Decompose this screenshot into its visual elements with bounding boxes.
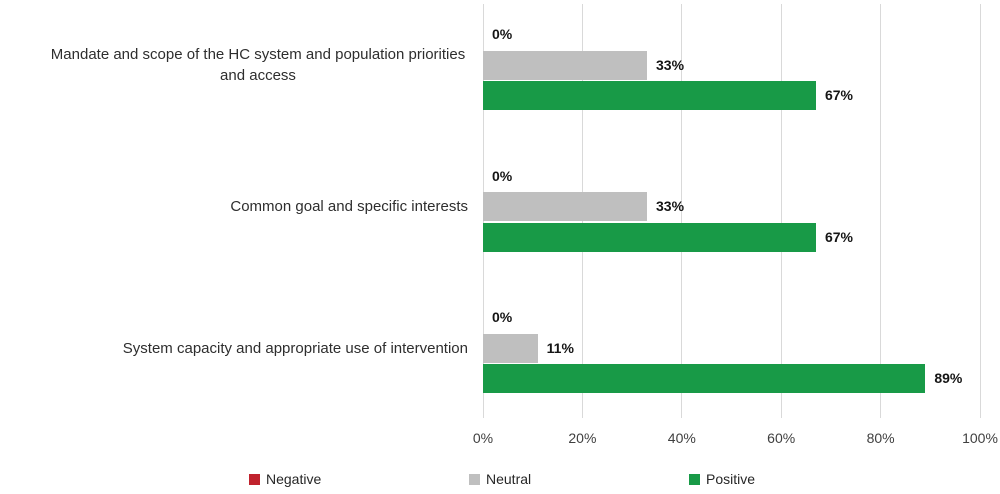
legend-item-neutral: Neutral (469, 470, 531, 488)
gridline (880, 4, 882, 418)
legend-label: Positive (706, 471, 756, 487)
x-axis-tick-label: 0% (472, 430, 494, 446)
bar-positive (483, 222, 816, 252)
data-label-negative: 0% (492, 26, 513, 42)
category-label-text: Mandate and scope of the HC system and p… (50, 46, 466, 84)
x-axis-tick-label: 40% (667, 430, 696, 446)
category-label-text: Common goal and specific interests (230, 198, 468, 215)
x-axis-tick-label: 80% (866, 430, 895, 446)
bar-neutral (483, 192, 647, 221)
x-axis-tick-label: 20% (568, 430, 597, 446)
data-label-negative: 0% (492, 167, 513, 184)
category-label: System capacity and appropriate use of i… (0, 298, 468, 398)
data-label-neutral: 11% (546, 339, 574, 356)
bar-positive (483, 364, 926, 393)
data-label-positive: 67% (824, 87, 854, 103)
gridline (780, 4, 782, 418)
x-axis-tick-label: 100% (962, 430, 998, 446)
bar-neutral (483, 333, 538, 363)
bar-neutral (483, 50, 647, 80)
data-label-negative: 0% (492, 309, 513, 325)
legend-label: Negative (266, 471, 322, 487)
legend-label: Neutral (486, 471, 532, 487)
legend-item-negative: Negative (249, 470, 321, 488)
legend-item-positive: Positive (689, 470, 755, 488)
gridline (979, 4, 981, 418)
category-label: Mandate and scope of the HC system and p… (0, 15, 468, 115)
category-label: Common goal and specific interests (0, 157, 468, 257)
bar-positive (483, 81, 816, 110)
data-label-neutral: 33% (656, 56, 685, 73)
data-label-neutral: 33% (656, 198, 685, 214)
x-axis-tick-label: 60% (767, 430, 796, 446)
category-label-text: System capacity and appropriate use of i… (122, 339, 468, 357)
legend-swatch-positive (689, 473, 700, 485)
data-label-positive: 89% (934, 370, 963, 386)
gridline (681, 4, 683, 418)
legend-swatch-neutral (469, 473, 480, 485)
legend-swatch-negative (249, 473, 260, 485)
data-label-positive: 67% (824, 228, 854, 245)
